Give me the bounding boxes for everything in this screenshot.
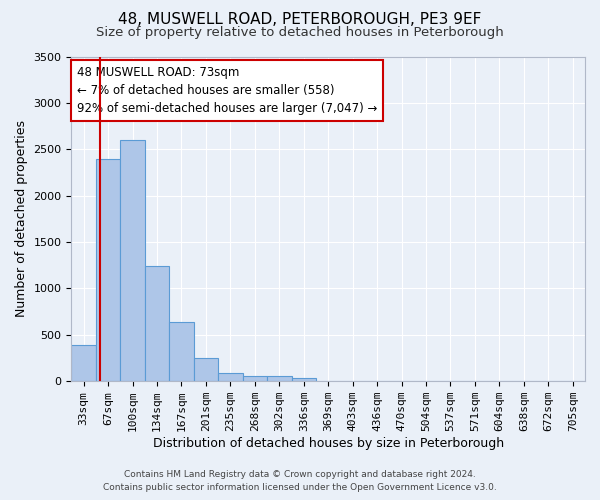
Bar (292, 378, 316, 381)
Bar (121, 140, 145, 381)
Text: 48 MUSWELL ROAD: 73sqm
← 7% of detached houses are smaller (558)
92% of semi-det: 48 MUSWELL ROAD: 73sqm ← 7% of detached … (77, 66, 377, 115)
Bar (242, 376, 267, 381)
Y-axis label: Number of detached properties: Number of detached properties (15, 120, 28, 318)
Bar (218, 373, 242, 381)
Text: 48, MUSWELL ROAD, PETERBOROUGH, PE3 9EF: 48, MUSWELL ROAD, PETERBOROUGH, PE3 9EF (118, 12, 482, 28)
Bar (96, 158, 121, 381)
Bar (267, 376, 292, 381)
Bar (145, 266, 169, 381)
Bar (71, 345, 96, 381)
X-axis label: Distribution of detached houses by size in Peterborough: Distribution of detached houses by size … (152, 437, 504, 450)
Text: Size of property relative to detached houses in Peterborough: Size of property relative to detached ho… (96, 26, 504, 39)
Bar (194, 358, 218, 381)
Text: Contains HM Land Registry data © Crown copyright and database right 2024.
Contai: Contains HM Land Registry data © Crown c… (103, 470, 497, 492)
Bar (169, 322, 194, 381)
